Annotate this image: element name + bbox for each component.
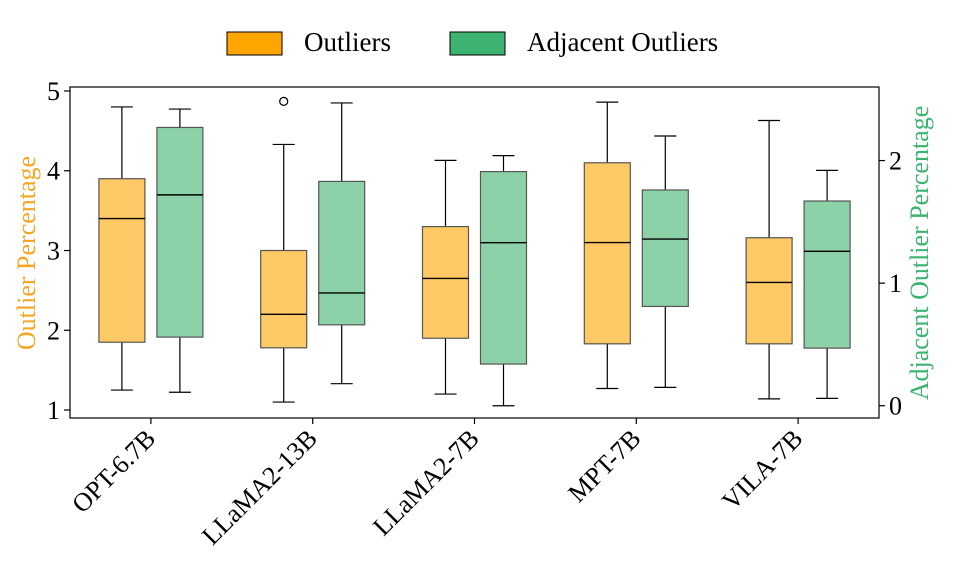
legend-swatch-outliers [226, 31, 283, 56]
box-adjacent-outliers [318, 102, 366, 385]
right-axis-label: Adjacent Outlier Percentage [905, 106, 934, 401]
legend: Outliers Adjacent Outliers [226, 27, 718, 57]
box-outliers [98, 106, 146, 391]
box-iqr [260, 249, 308, 349]
box-outliers [583, 101, 631, 390]
box-iqr [641, 189, 689, 308]
box-iqr [98, 178, 146, 343]
box-adjacent-outliers [156, 108, 204, 393]
x-tick-label: LLaMA2-13B [196, 424, 323, 551]
box-iqr [479, 170, 528, 365]
left-tick-label: 1 [47, 396, 60, 425]
x-tick-label: LLaMA2-7B [367, 424, 485, 542]
left-tick-label: 4 [47, 157, 60, 186]
x-axis-ticks: OPT-6.7B LLaMA2-13B LLaMA2-7B MPT-7B VILA-7B [66, 418, 808, 550]
x-tick-label: VILA-7B [716, 424, 808, 516]
flier-point [279, 96, 289, 107]
right-tick-label: 0 [889, 392, 902, 421]
boxes-layer [98, 96, 851, 407]
legend-label-adjacent-outliers: Adjacent Outliers [527, 27, 718, 57]
left-tick-label: 5 [47, 77, 60, 106]
x-tick-label: OPT-6.7B [66, 424, 161, 519]
box-outliers [745, 119, 793, 400]
box-outliers [260, 96, 308, 403]
box-outliers [421, 159, 470, 395]
box-adjacent-outliers [803, 169, 851, 399]
x-tick-label: MPT-7B [562, 424, 646, 508]
box-iqr [421, 225, 470, 339]
left-tick-label: 2 [47, 316, 60, 345]
right-axis-ticks: 0 1 2 [879, 147, 902, 421]
right-tick-label: 2 [889, 147, 902, 176]
legend-swatch-adjacent-outliers [449, 31, 506, 56]
box-iqr [156, 126, 204, 338]
legend-label-outliers: Outliers [304, 27, 391, 57]
box-iqr [745, 237, 793, 345]
box-iqr [803, 200, 851, 349]
left-axis-ticks: 1 2 3 4 5 [47, 77, 70, 425]
box-adjacent-outliers [641, 135, 689, 388]
right-tick-label: 1 [889, 269, 902, 298]
left-axis-label: Outlier Percentage [12, 156, 41, 350]
box-adjacent-outliers [479, 155, 528, 407]
left-tick-label: 3 [47, 237, 60, 266]
box-iqr [318, 180, 366, 326]
box-iqr [583, 162, 631, 345]
